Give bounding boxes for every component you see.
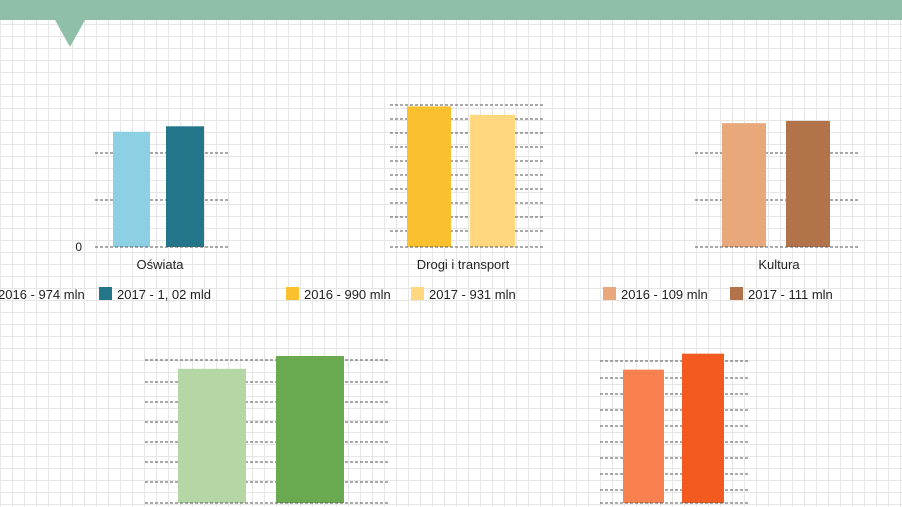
bar-5-2 <box>682 353 724 503</box>
legend-swatch <box>286 287 299 300</box>
category-label: Oświata <box>137 257 185 272</box>
legend-swatch <box>99 287 112 300</box>
legend-label: 2016 - 109 mln <box>621 287 708 302</box>
bar-5-1 <box>623 369 664 503</box>
legend-swatch <box>411 287 424 300</box>
category-label: Kultura <box>758 257 800 272</box>
legend-label: 2017 - 111 mln <box>748 287 833 302</box>
header-bar <box>0 0 902 20</box>
category-label: Drogi i transport <box>417 257 510 272</box>
bar-4-1 <box>178 368 246 503</box>
bar-1-1 <box>113 131 150 247</box>
bar-2-2 <box>470 114 515 247</box>
zero-tick-label: 0 <box>75 240 82 254</box>
bar-3-2 <box>786 120 830 247</box>
legend-label: 2016 - 974 mln <box>0 287 85 302</box>
bar-4-2 <box>276 356 344 503</box>
bar-1-2 <box>166 126 204 247</box>
legend-label: 2017 - 931 mln <box>429 287 516 302</box>
legend-label: 2017 - 1, 02 mld <box>117 287 211 302</box>
header-pointer <box>55 20 85 47</box>
legend-label: 2016 - 990 mln <box>304 287 391 302</box>
bar-2-1 <box>407 106 451 247</box>
bar-3-1 <box>722 123 766 247</box>
legend-swatch <box>603 287 616 300</box>
legend-swatch <box>730 287 743 300</box>
